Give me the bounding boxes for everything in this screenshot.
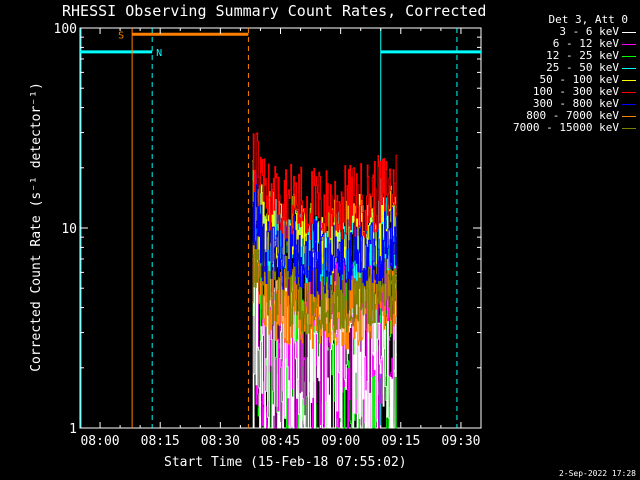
axis-ticks: 08:00 08:15 08:30 08:45 09:00 09:15 09:30 1 10 10…	[54, 22, 481, 449]
legend-label: 7000 - 15000 keV	[513, 121, 619, 134]
x-tick-label: 08:30	[201, 434, 240, 449]
legend-swatch	[622, 115, 636, 117]
legend-item: 25 - 50 keV	[482, 62, 636, 74]
night-marker-label: N	[156, 48, 162, 59]
y-tick-label: 100	[54, 22, 77, 37]
saa-marker-label: S	[118, 30, 124, 41]
legend-item: 800 - 7000 keV	[482, 110, 636, 122]
series-line	[252, 173, 397, 299]
legend-swatch	[622, 91, 636, 93]
x-tick-label: 09:30	[441, 434, 480, 449]
x-tick-label: 08:15	[141, 434, 180, 449]
legend-header: Det 3, Att 0	[548, 13, 628, 26]
series-line	[252, 132, 397, 240]
legend-item: 3 - 6 keV	[482, 26, 636, 38]
legend-item: 12 - 25 keV	[482, 50, 636, 62]
legend: Det 3, Att 0 3 - 6 keV 6 - 12 keV 12 - 25 …	[482, 14, 636, 134]
overlay-lines: SN	[80, 28, 481, 428]
chart-title: RHESSI Observing Summary Count Rates, Co…	[62, 2, 487, 20]
y-tick-label: 1	[69, 422, 77, 437]
x-tick-label: 09:15	[381, 434, 420, 449]
legend-swatch	[622, 79, 636, 81]
legend-label: 50 - 100 keV	[539, 73, 619, 86]
legend-swatch	[622, 31, 636, 33]
legend-item: 300 - 800 keV	[482, 98, 636, 110]
legend-swatch	[622, 55, 636, 57]
legend-item: 50 - 100 keV	[482, 74, 636, 86]
legend-label: 3 - 6 keV	[559, 25, 619, 38]
x-tick-label: 08:00	[80, 434, 119, 449]
legend-swatch	[622, 127, 636, 129]
series-group	[252, 132, 397, 429]
legend-item: 7000 - 15000 keV	[482, 122, 636, 134]
x-tick-label: 08:45	[261, 434, 300, 449]
legend-item: 6 - 12 keV	[482, 38, 636, 50]
x-axis-label: Start Time (15-Feb-18 07:55:02)	[164, 455, 407, 470]
legend-item: 100 - 300 keV	[482, 86, 636, 98]
generation-timestamp: 2-Sep-2022 17:28	[558, 469, 636, 478]
y-tick-label: 10	[61, 222, 77, 237]
legend-label: 6 - 12 keV	[552, 37, 619, 50]
legend-items: 3 - 6 keV 6 - 12 keV 12 - 25 keV 25 - 50 ke…	[482, 26, 636, 134]
series-line	[252, 232, 397, 429]
legend-label: 12 - 25 keV	[546, 49, 619, 62]
legend-label: 800 - 7000 keV	[526, 109, 619, 122]
legend-swatch	[622, 103, 636, 105]
x-tick-label: 09:00	[321, 434, 360, 449]
legend-label: 300 - 800 keV	[532, 97, 619, 110]
legend-swatch	[622, 43, 636, 45]
series-line	[252, 212, 397, 335]
legend-label: 100 - 300 keV	[532, 85, 619, 98]
legend-swatch	[622, 67, 636, 69]
legend-label: 25 - 50 keV	[546, 61, 619, 74]
y-axis-label: Corrected Count Rate (s⁻¹ detector⁻¹)	[29, 82, 44, 372]
